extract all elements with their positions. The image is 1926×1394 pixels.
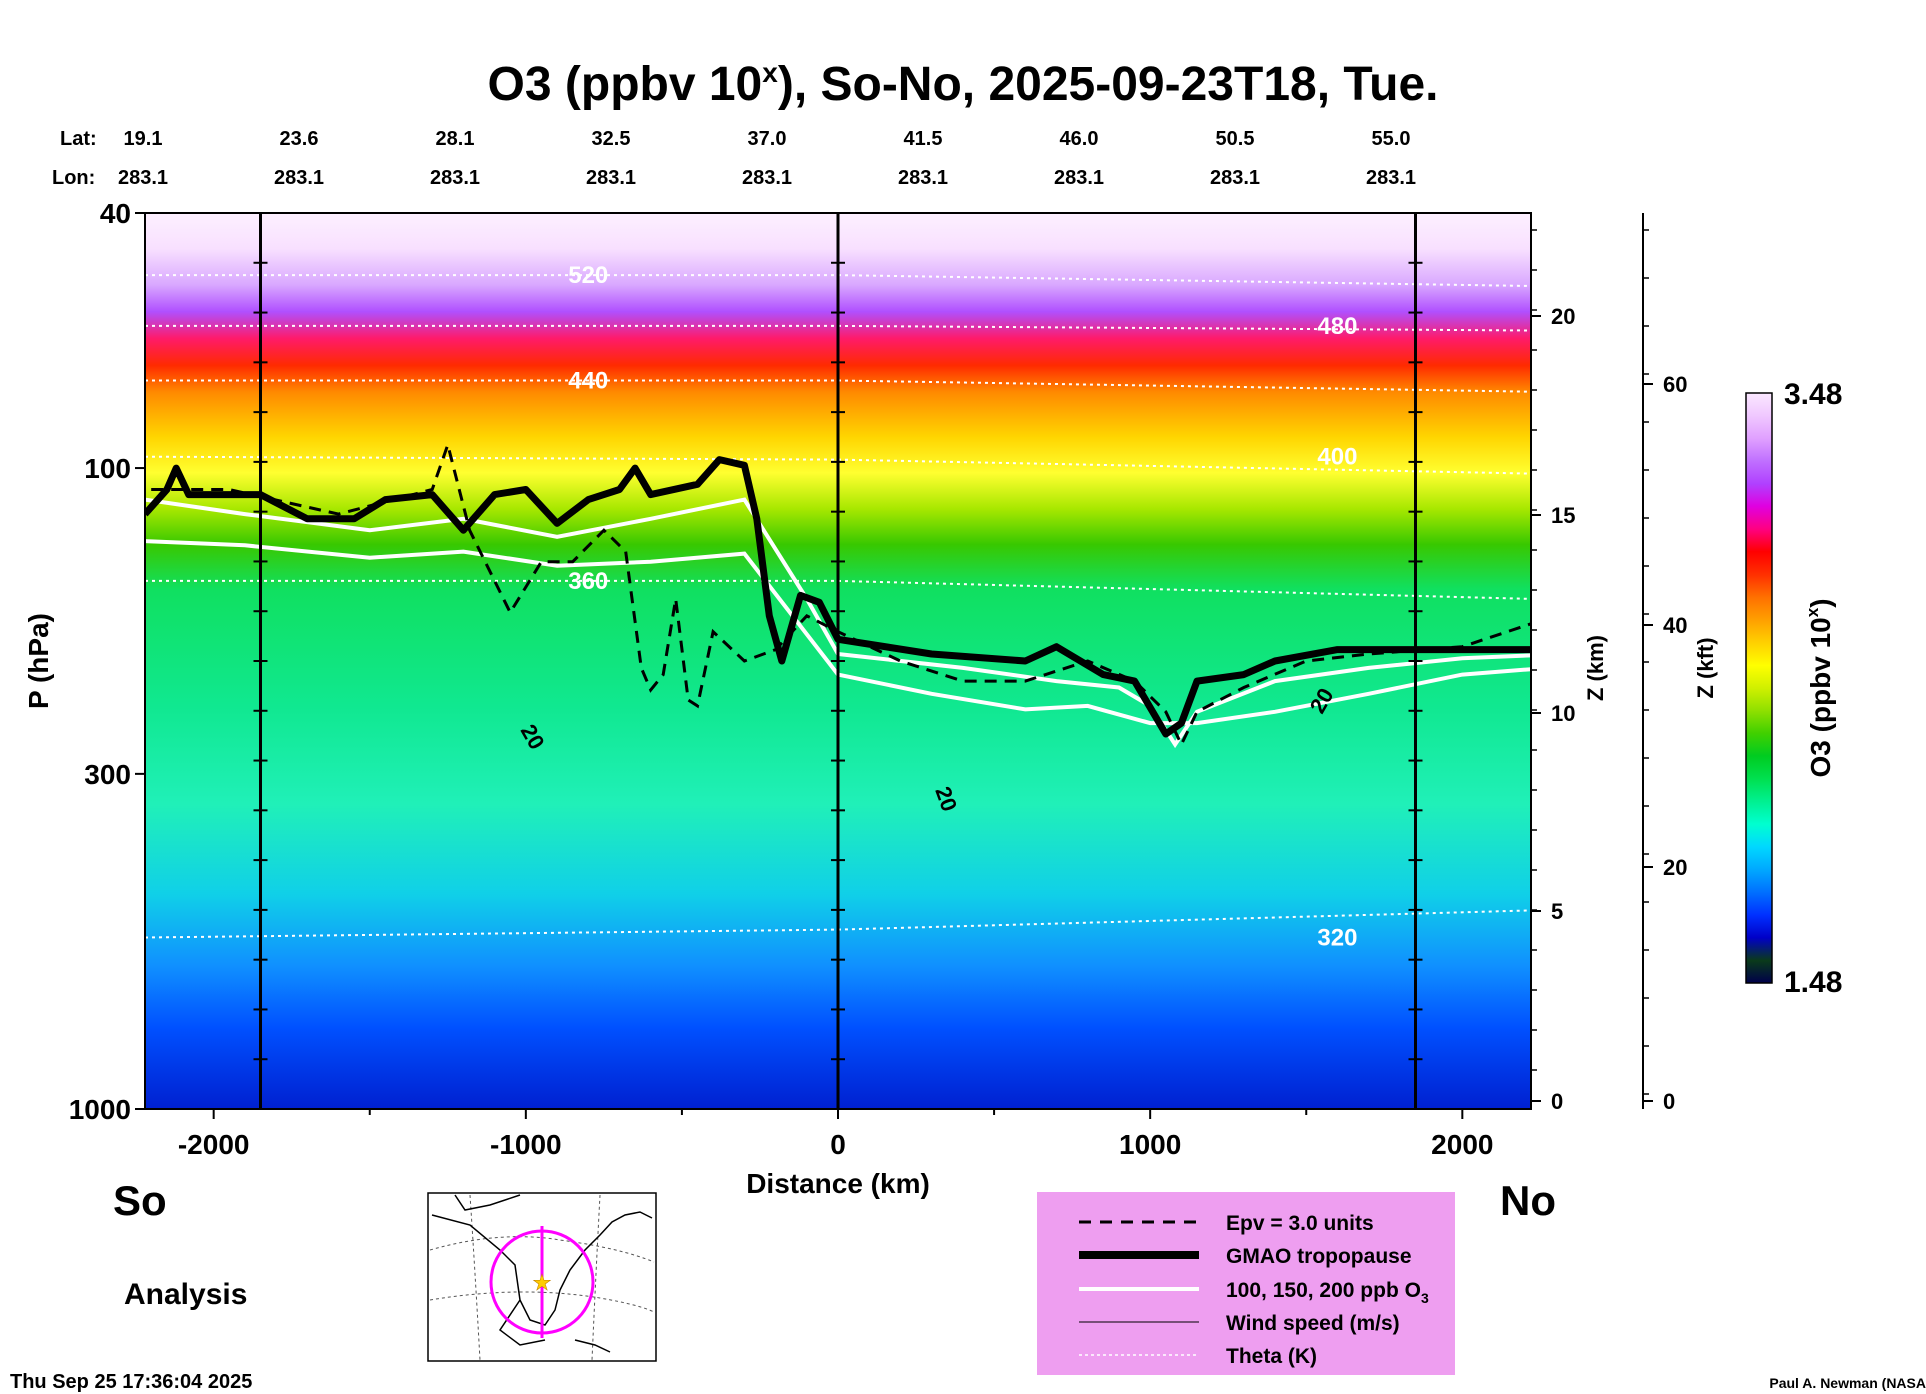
lat-label: Lat: <box>60 128 97 150</box>
legend-item: Theta (K) <box>1226 1345 1317 1368</box>
legend-item: Wind speed (m/s) <box>1226 1312 1400 1335</box>
inset-coastlines <box>431 1194 653 1353</box>
legend-item: 100, 150, 200 ppb O3 <box>1226 1279 1429 1306</box>
z-kft-tick-label: 0 <box>1663 1089 1675 1114</box>
theta-label: 440 <box>568 367 608 394</box>
credit: Paul A. Newman (NASA <box>1769 1375 1926 1391</box>
theta-label: 520 <box>568 262 608 289</box>
lat-value: 55.0 <box>1372 128 1411 150</box>
colorbar-label: O3 (ppbv 10x) <box>1803 598 1836 777</box>
legend: Epv = 3.0 units GMAO tropopause 100, 150… <box>1037 1192 1455 1375</box>
lat-value: 50.5 <box>1216 128 1255 150</box>
z-km-tick-label: 20 <box>1551 304 1575 329</box>
ozone-100ppb-contour <box>145 539 1531 726</box>
z-kft-tick-label: 40 <box>1663 613 1687 638</box>
y-axis-label: P (hPa) <box>23 613 54 709</box>
epv-contour <box>151 439 1531 748</box>
inset-center-star-icon: ★ <box>532 1270 552 1295</box>
y-tick-label: 100 <box>84 453 131 484</box>
lat-value: 41.5 <box>904 128 943 150</box>
lat-lon-values: 19.1 283.1 23.6 283.1 28.1 283.1 32.5 283.1 37.0… <box>118 128 1416 189</box>
legend-item: GMAO tropopause <box>1226 1245 1412 1268</box>
lon-value: 283.1 <box>898 167 948 189</box>
z-km-axis-label: Z (km) <box>1583 635 1608 701</box>
z-km-tick-label: 15 <box>1551 503 1575 528</box>
legend-item: Epv = 3.0 units <box>1226 1212 1374 1235</box>
lat-value: 32.5 <box>592 128 631 150</box>
lat-value: 23.6 <box>280 128 319 150</box>
z-kft-axis-label: Z (kft) <box>1693 637 1718 698</box>
theta-label: 320 <box>1317 924 1357 951</box>
y-tick-label: 300 <box>84 759 131 790</box>
colorbar <box>1745 392 1773 984</box>
inset-map: ★ <box>427 1192 657 1362</box>
z-km-tick-label: 0 <box>1551 1089 1563 1114</box>
theta-label: 480 <box>1317 313 1357 340</box>
theta-label: 400 <box>1317 444 1357 471</box>
lon-value: 283.1 <box>274 167 324 189</box>
y-axis: 40 100 300 1000 <box>69 198 145 1125</box>
timestamp: Thu Sep 25 17:36:04 2025 <box>10 1371 252 1393</box>
lon-value: 283.1 <box>118 167 168 189</box>
chart-title: O3 (ppbv 10x), So-No, 2025-09-23T18, Tue… <box>488 57 1439 111</box>
reference-vertical-lines <box>253 213 1423 1109</box>
x-tick-label: 2000 <box>1431 1129 1493 1160</box>
colorbar-max-label: 3.48 <box>1784 378 1842 411</box>
x-tick-label: 1000 <box>1119 1129 1181 1160</box>
lat-value: 28.1 <box>436 128 475 150</box>
analysis-label: Analysis <box>124 1278 247 1311</box>
z-km-tick-label: 10 <box>1551 701 1575 726</box>
lon-value: 283.1 <box>586 167 636 189</box>
tropopause-line <box>145 456 1531 738</box>
x-tick-label: -1000 <box>490 1129 562 1160</box>
z-km-axis: 20 15 10 5 0 <box>1531 229 1575 1114</box>
lat-value: 46.0 <box>1060 128 1099 150</box>
x-axis: -2000 -1000 0 1000 2000 <box>178 1109 1493 1160</box>
z-kft-axis: 60 40 20 0 <box>1643 229 1687 1114</box>
z-kft-tick-label: 60 <box>1663 372 1687 397</box>
ozone-200ppb-contour <box>145 497 1531 749</box>
lon-label: Lon: <box>52 167 95 189</box>
lon-value: 283.1 <box>1210 167 1260 189</box>
x-axis-label: Distance (km) <box>746 1168 930 1199</box>
lon-value: 283.1 <box>742 167 792 189</box>
south-label: So <box>113 1177 167 1224</box>
lon-value: 283.1 <box>430 167 480 189</box>
y-tick-label: 40 <box>100 198 131 229</box>
theta-contours: 520 480 440 400 360 320 <box>145 262 1531 951</box>
y-tick-label: 1000 <box>69 1094 131 1125</box>
lon-value: 283.1 <box>1054 167 1104 189</box>
lat-value: 19.1 <box>124 128 163 150</box>
z-km-tick-label: 5 <box>1551 899 1563 924</box>
z-kft-tick-label: 20 <box>1663 855 1687 880</box>
lon-value: 283.1 <box>1366 167 1416 189</box>
lat-value: 37.0 <box>748 128 787 150</box>
x-tick-label: -2000 <box>178 1129 250 1160</box>
colorbar-min-label: 1.48 <box>1784 966 1842 999</box>
x-tick-label: 0 <box>830 1129 846 1160</box>
north-label: No <box>1500 1177 1556 1224</box>
theta-label: 360 <box>568 568 608 595</box>
